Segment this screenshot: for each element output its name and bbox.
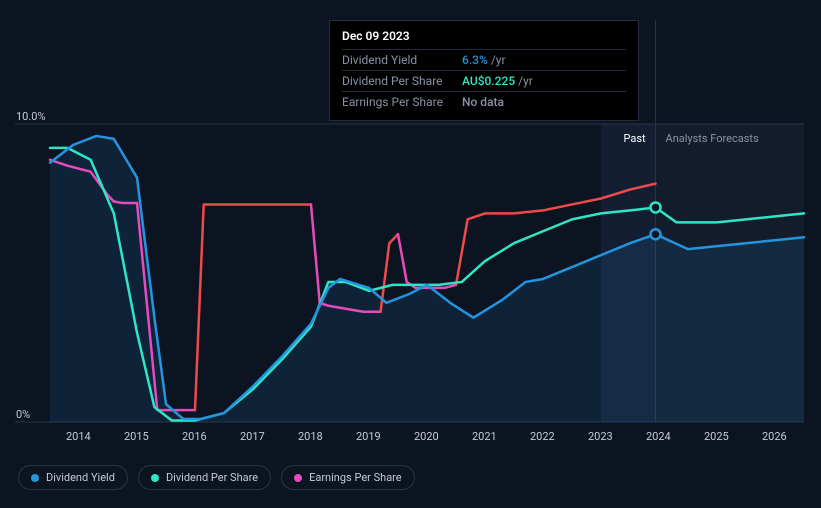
tooltip-row: Dividend Per ShareAU$0.225/yr [342,70,626,91]
legend-dot-icon [294,474,302,482]
legend-dot-icon [151,474,159,482]
tooltip-row: Earnings Per ShareNo data [342,91,626,112]
tooltip-row-label: Earnings Per Share [342,95,462,109]
dividend-chart: Dec 09 2023 Dividend Yield6.3%/yrDividen… [0,0,821,508]
region-label-past: Past [624,132,646,145]
tooltip-row-unit: /yr [491,53,506,67]
x-axis-label: 2018 [298,430,323,443]
legend-item-label: Earnings Per Share [309,471,402,484]
tooltip-row-value: AU$0.225 [462,74,515,88]
tooltip-row: Dividend Yield6.3%/yr [342,49,626,70]
tooltip-row-value: 6.3% [462,53,488,67]
tooltip-row-value: No data [462,95,504,109]
x-axis-label: 2022 [530,430,555,443]
tooltip-row-unit: /yr [518,74,533,88]
legend-item-dividend-ps[interactable]: Dividend Per Share [138,465,271,490]
tooltip-date: Dec 09 2023 [342,29,626,49]
tooltip-row-label: Dividend Yield [342,53,462,67]
legend-dot-icon [31,474,39,482]
x-axis-label: 2017 [240,430,265,443]
x-axis-label: 2023 [588,430,613,443]
legend-item-label: Dividend Yield [46,471,115,484]
x-axis-label: 2026 [762,430,787,443]
x-axis-label: 2015 [124,430,149,443]
chart-tooltip: Dec 09 2023 Dividend Yield6.3%/yrDividen… [329,20,639,121]
x-axis-label: 2021 [472,430,497,443]
x-axis-label: 2025 [704,430,729,443]
x-axis-label: 2016 [182,430,207,443]
tooltip-row-label: Dividend Per Share [342,74,462,88]
region-label-forecast: Analysts Forecasts [666,132,759,145]
x-axis-label: 2024 [646,430,671,443]
x-axis-label: 2020 [414,430,439,443]
x-axis-label: 2019 [356,430,381,443]
legend-item-label: Dividend Per Share [166,471,258,484]
x-axis-label: 2014 [66,430,91,443]
y-axis-label: 10.0% [16,110,46,123]
legend-item-dividend-yield[interactable]: Dividend Yield [18,465,128,490]
legend-item-earnings-ps[interactable]: Earnings Per Share [281,465,415,490]
y-axis-label: 0% [16,408,30,421]
chart-legend: Dividend Yield Dividend Per Share Earnings… [18,465,415,490]
